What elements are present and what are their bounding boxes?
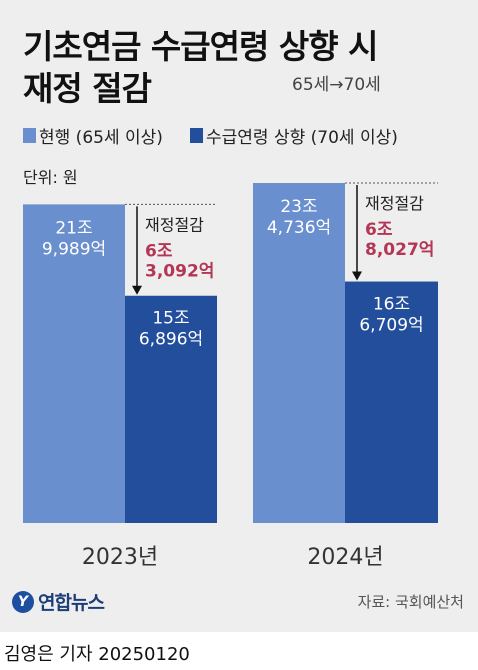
legend-swatch-raised [190, 128, 203, 143]
logo-mark: Y [12, 590, 34, 613]
savings-arrow-head-1 [352, 271, 362, 281]
legend-label-current: 현행 (65세 이상) [39, 128, 163, 148]
bar-label-current-1: 23조 4,736억 [267, 197, 331, 238]
category-label-0: 2023년 [82, 545, 158, 570]
bar-label-current-0: 21조 9,989억 [42, 218, 106, 259]
bar-label-raised-1: 16조 6,709억 [359, 295, 423, 336]
savings-label-1: 재정절감 [365, 194, 424, 213]
byline: 김영은 기자 20250120 [4, 644, 190, 665]
source-text: 자료: 국회예산처 [357, 593, 464, 611]
bar-chart: 21조 9,989억 15조 6,896억 재정절감 6조 3,092억 2023년 23조 4,… [23, 182, 438, 570]
title-line-2: 재정 절감 [23, 69, 152, 108]
savings-value-1: 6조 8,027억 [365, 220, 434, 260]
infographic-card: 기초연금 수급연령 상향 시 재정 절감 65세→70세 현행 (65세 이상)… [0, 0, 478, 632]
savings-value-0: 6조 3,092억 [145, 241, 214, 281]
legend-label-raised: 수급연령 상향 (70세 이상) [206, 128, 398, 148]
bar-current-0 [23, 204, 125, 523]
bar-raised-1 [345, 281, 438, 523]
savings-label-0: 재정절감 [145, 215, 204, 234]
legend-swatch-current [23, 128, 36, 143]
savings-arrow-head-0 [132, 285, 142, 295]
bar-label-raised-0: 15조 6,896억 [139, 309, 203, 350]
subtitle: 65세→70세 [292, 75, 381, 95]
title-line-1: 기초연금 수급연령 상향 시 [23, 27, 378, 66]
unit-label: 단위: 원 [23, 168, 78, 187]
legend-item-current: 현행 (65세 이상) [23, 123, 163, 148]
yonhap-logo: Y 연합뉴스 [12, 588, 105, 615]
bar-current-1 [253, 183, 345, 523]
bar-raised-0 [125, 295, 217, 523]
legend-item-raised: 수급연령 상향 (70세 이상) [190, 123, 398, 148]
category-label-1: 2024년 [307, 545, 383, 570]
logo-text: 연합뉴스 [38, 592, 105, 614]
